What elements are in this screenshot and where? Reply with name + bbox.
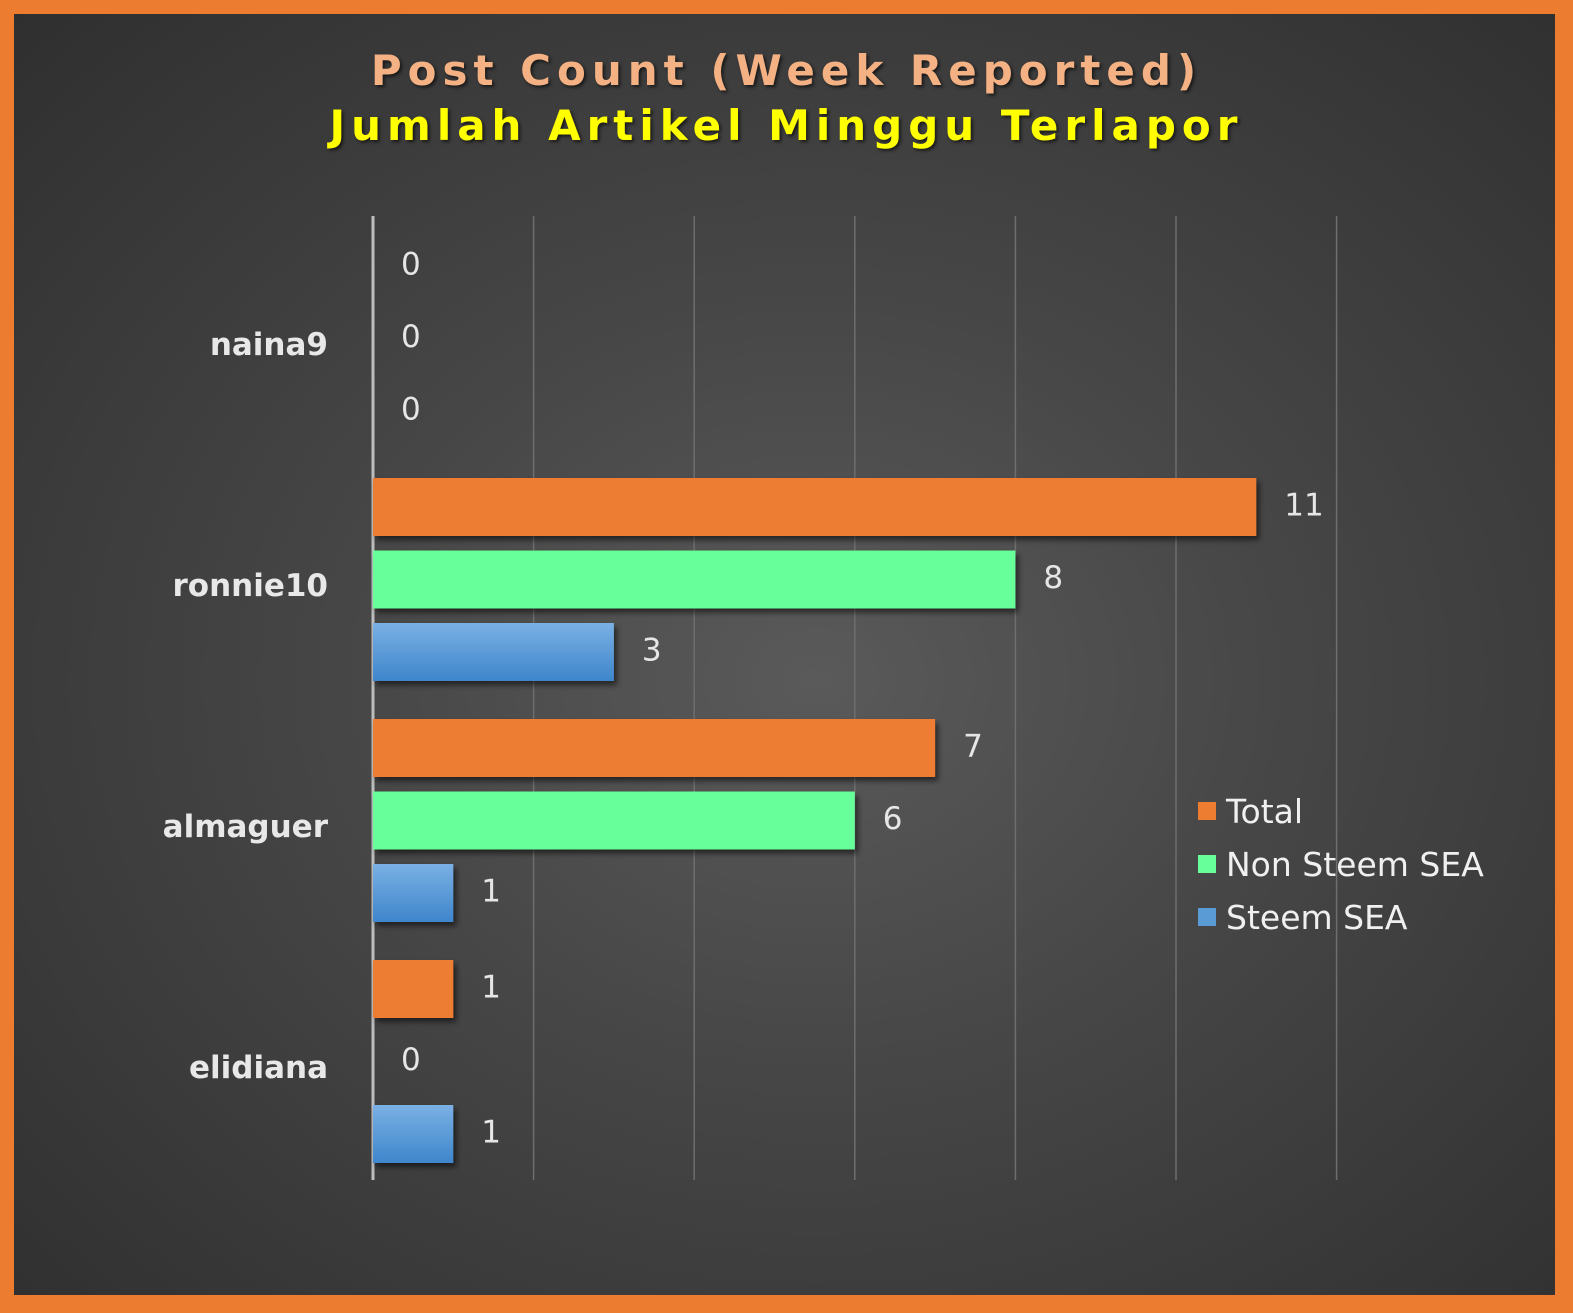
data-label-steem-sea-ronnie10: 3 — [642, 633, 662, 669]
category-label-almaguer: almaguer — [163, 809, 329, 845]
category-label-naina9: naina9 — [210, 327, 328, 363]
legend-swatch-non-steem-sea — [1198, 855, 1216, 873]
data-label-total-ronnie10: 11 — [1284, 488, 1323, 524]
bar-total-almaguer — [373, 719, 936, 777]
bar-steem-sea-almaguer — [373, 864, 454, 922]
bar-steem-sea-elidiana — [373, 1105, 454, 1163]
bars — [373, 478, 1257, 1163]
legend-item-steem-sea: Steem SEA — [1198, 897, 1408, 937]
legend-label-steem-sea: Steem SEA — [1226, 897, 1408, 937]
data-label-non-steem-sea-naina9: 0 — [401, 319, 421, 355]
bar-total-ronnie10 — [373, 478, 1257, 536]
data-label-non-steem-sea-ronnie10: 8 — [1043, 560, 1063, 596]
chart-background — [14, 14, 1555, 1295]
data-label-non-steem-sea-elidiana: 0 — [401, 1042, 421, 1078]
data-label-non-steem-sea-almaguer: 6 — [883, 801, 903, 837]
data-label-steem-sea-almaguer: 1 — [481, 874, 501, 910]
chart-title: Post Count (Week Reported) — [370, 46, 1203, 95]
data-label-total-almaguer: 7 — [963, 729, 983, 765]
data-label-total-naina9: 0 — [401, 247, 421, 283]
legend-item-total: Total — [1198, 791, 1303, 831]
category-label-elidiana: elidiana — [189, 1050, 328, 1086]
gridlines — [371, 216, 1338, 1180]
legend-swatch-total — [1198, 802, 1216, 820]
data-label-steem-sea-naina9: 0 — [401, 392, 421, 428]
bar-total-elidiana — [373, 960, 454, 1018]
category-label-ronnie10: ronnie10 — [172, 568, 328, 604]
legend-label-non-steem-sea: Non Steem SEA — [1226, 844, 1484, 884]
legend-label-total: Total — [1226, 791, 1304, 831]
bar-non-steem-sea-ronnie10 — [373, 550, 1016, 609]
data-label-total-elidiana: 1 — [481, 970, 501, 1006]
legend-item-non-steem-sea: Non Steem SEA — [1198, 844, 1484, 884]
category-labels: naina9 ronnie10 almaguer elidiana — [163, 327, 329, 1086]
data-label-steem-sea-elidiana: 1 — [481, 1115, 501, 1151]
legend-swatch-steem-sea — [1198, 908, 1216, 926]
bar-steem-sea-ronnie10 — [373, 623, 614, 681]
bar-non-steem-sea-almaguer — [373, 791, 855, 850]
chart-subtitle: Jumlah Artikel Minggu Terlapor — [329, 101, 1244, 150]
